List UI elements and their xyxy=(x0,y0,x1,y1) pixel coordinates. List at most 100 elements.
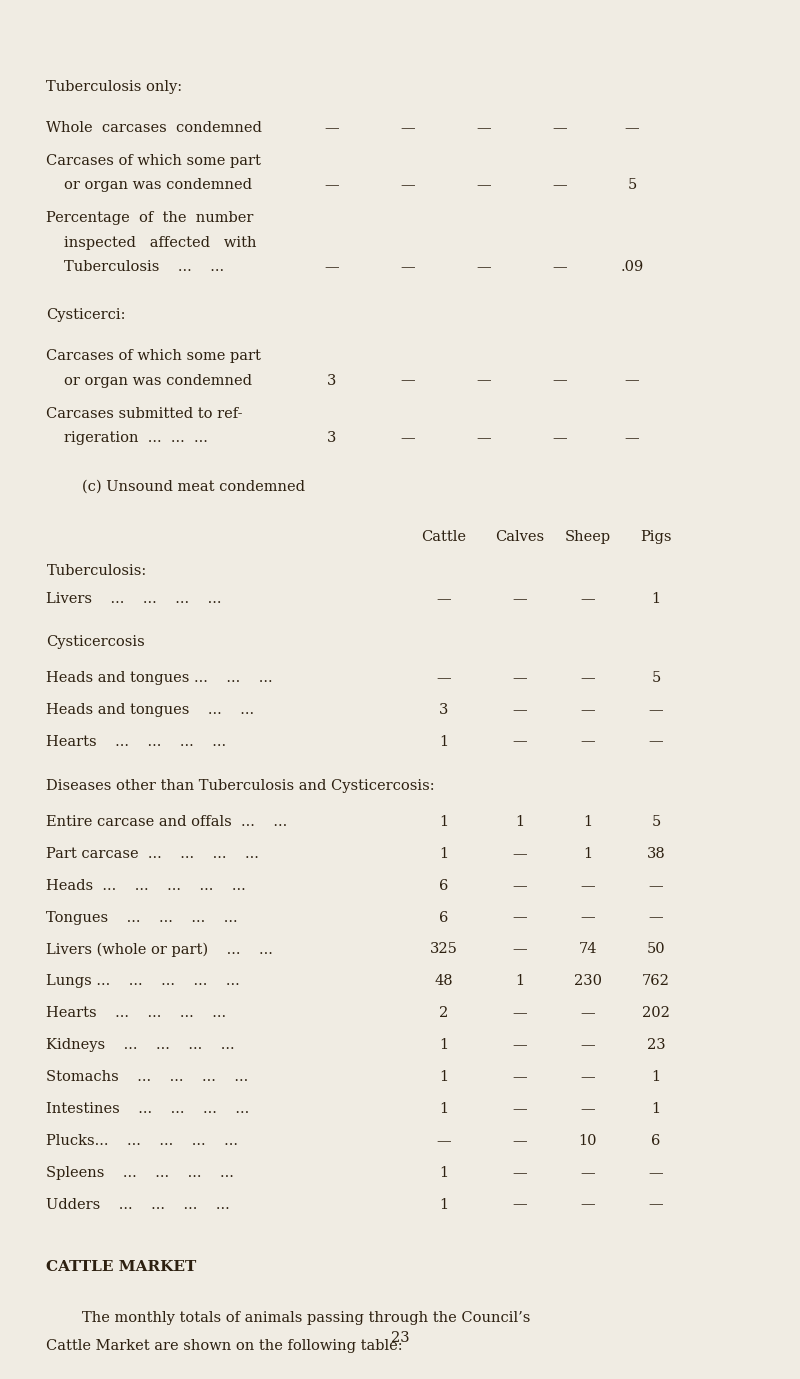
Text: Whole  carcases  condemned: Whole carcases condemned xyxy=(46,121,262,135)
Text: or organ was condemned: or organ was condemned xyxy=(64,374,252,387)
Text: 230: 230 xyxy=(574,975,602,989)
Text: —: — xyxy=(553,178,567,192)
Text: —: — xyxy=(625,121,639,135)
Text: —: — xyxy=(513,735,527,749)
Text: 3: 3 xyxy=(327,374,337,387)
Text: 1: 1 xyxy=(515,975,525,989)
Text: —: — xyxy=(401,121,415,135)
Text: —: — xyxy=(581,910,595,924)
Text: —: — xyxy=(513,703,527,717)
Text: 1: 1 xyxy=(439,735,449,749)
Text: Cysticercosis: Cysticercosis xyxy=(46,634,145,650)
Text: 1: 1 xyxy=(439,1197,449,1212)
Text: Tuberculosis    ...    ...: Tuberculosis ... ... xyxy=(64,259,224,274)
Text: The monthly totals of animals passing through the Council’s: The monthly totals of animals passing th… xyxy=(82,1311,530,1325)
Text: 1: 1 xyxy=(439,847,449,860)
Text: —: — xyxy=(477,259,491,274)
Text: Heads and tongues ...    ...    ...: Heads and tongues ... ... ... xyxy=(46,670,273,685)
Text: inspected   affected   with: inspected affected with xyxy=(64,236,257,250)
Text: 1: 1 xyxy=(439,1102,449,1116)
Text: Plucks...    ...    ...    ...    ...: Plucks... ... ... ... ... xyxy=(46,1134,238,1147)
Text: (c) Unsound meat condemned: (c) Unsound meat condemned xyxy=(82,480,306,494)
Text: —: — xyxy=(581,592,595,605)
Text: Carcases submitted to ref-: Carcases submitted to ref- xyxy=(46,407,243,421)
Text: Carcases of which some part: Carcases of which some part xyxy=(46,154,262,168)
Text: —: — xyxy=(437,670,451,685)
Text: Tongues    ...    ...    ...    ...: Tongues ... ... ... ... xyxy=(46,910,238,924)
Text: Tuberculosis only:: Tuberculosis only: xyxy=(46,80,182,94)
Text: Heads  ...    ...    ...    ...    ...: Heads ... ... ... ... ... xyxy=(46,878,246,892)
Text: Udders    ...    ...    ...    ...: Udders ... ... ... ... xyxy=(46,1197,230,1212)
Text: Lungs ...    ...    ...    ...    ...: Lungs ... ... ... ... ... xyxy=(46,975,240,989)
Text: —: — xyxy=(581,878,595,892)
Text: or organ was condemned: or organ was condemned xyxy=(64,178,252,192)
Text: —: — xyxy=(513,847,527,860)
Text: Part carcase  ...    ...    ...    ...: Part carcase ... ... ... ... xyxy=(46,847,259,860)
Text: —: — xyxy=(581,1038,595,1052)
Text: 762: 762 xyxy=(642,975,670,989)
Text: 48: 48 xyxy=(434,975,454,989)
Text: 6: 6 xyxy=(651,1134,661,1147)
Text: Entire carcase and offals  ...    ...: Entire carcase and offals ... ... xyxy=(46,815,288,829)
Text: —: — xyxy=(581,1102,595,1116)
Text: —: — xyxy=(401,178,415,192)
Text: Livers    ...    ...    ...    ...: Livers ... ... ... ... xyxy=(46,592,222,605)
Text: .09: .09 xyxy=(620,259,644,274)
Text: Tuberculosis:: Tuberculosis: xyxy=(46,564,146,578)
Text: —: — xyxy=(513,1197,527,1212)
Text: 74: 74 xyxy=(578,942,598,957)
Text: —: — xyxy=(513,878,527,892)
Text: 1: 1 xyxy=(439,1165,449,1179)
Text: —: — xyxy=(581,670,595,685)
Text: 50: 50 xyxy=(646,942,666,957)
Text: —: — xyxy=(581,1165,595,1179)
Text: 6: 6 xyxy=(439,910,449,924)
Text: —: — xyxy=(325,178,339,192)
Text: Cattle: Cattle xyxy=(422,531,466,545)
Text: —: — xyxy=(513,1165,527,1179)
Text: —: — xyxy=(477,430,491,445)
Text: 6: 6 xyxy=(439,878,449,892)
Text: 1: 1 xyxy=(651,1070,661,1084)
Text: 23: 23 xyxy=(646,1038,666,1052)
Text: 325: 325 xyxy=(430,942,458,957)
Text: —: — xyxy=(437,1134,451,1147)
Text: Pigs: Pigs xyxy=(640,531,672,545)
Text: Diseases other than Tuberculosis and Cysticercosis:: Diseases other than Tuberculosis and Cys… xyxy=(46,779,435,793)
Text: —: — xyxy=(513,910,527,924)
Text: —: — xyxy=(325,121,339,135)
Text: Cysticerci:: Cysticerci: xyxy=(46,309,126,323)
Text: —: — xyxy=(581,1007,595,1020)
Text: —: — xyxy=(401,430,415,445)
Text: —: — xyxy=(553,430,567,445)
Text: 38: 38 xyxy=(646,847,666,860)
Text: —: — xyxy=(649,703,663,717)
Text: —: — xyxy=(401,259,415,274)
Text: —: — xyxy=(553,121,567,135)
Text: —: — xyxy=(649,1197,663,1212)
Text: —: — xyxy=(401,374,415,387)
Text: 1: 1 xyxy=(439,1038,449,1052)
Text: —: — xyxy=(581,1070,595,1084)
Text: Sheep: Sheep xyxy=(565,531,611,545)
Text: —: — xyxy=(513,670,527,685)
Text: Hearts    ...    ...    ...    ...: Hearts ... ... ... ... xyxy=(46,735,226,749)
Text: —: — xyxy=(513,1102,527,1116)
Text: 5: 5 xyxy=(651,815,661,829)
Text: Percentage  of  the  number: Percentage of the number xyxy=(46,211,254,225)
Text: Carcases of which some part: Carcases of which some part xyxy=(46,349,262,363)
Text: 202: 202 xyxy=(642,1007,670,1020)
Text: —: — xyxy=(649,735,663,749)
Text: —: — xyxy=(553,259,567,274)
Text: 10: 10 xyxy=(578,1134,598,1147)
Text: Spleens    ...    ...    ...    ...: Spleens ... ... ... ... xyxy=(46,1165,234,1179)
Text: Cattle Market are shown on the following table:: Cattle Market are shown on the following… xyxy=(46,1339,403,1353)
Text: Hearts    ...    ...    ...    ...: Hearts ... ... ... ... xyxy=(46,1007,226,1020)
Text: —: — xyxy=(513,942,527,957)
Text: Intestines    ...    ...    ...    ...: Intestines ... ... ... ... xyxy=(46,1102,250,1116)
Text: —: — xyxy=(477,374,491,387)
Text: 23: 23 xyxy=(390,1331,410,1345)
Text: 5: 5 xyxy=(627,178,637,192)
Text: —: — xyxy=(649,878,663,892)
Text: Kidneys    ...    ...    ...    ...: Kidneys ... ... ... ... xyxy=(46,1038,235,1052)
